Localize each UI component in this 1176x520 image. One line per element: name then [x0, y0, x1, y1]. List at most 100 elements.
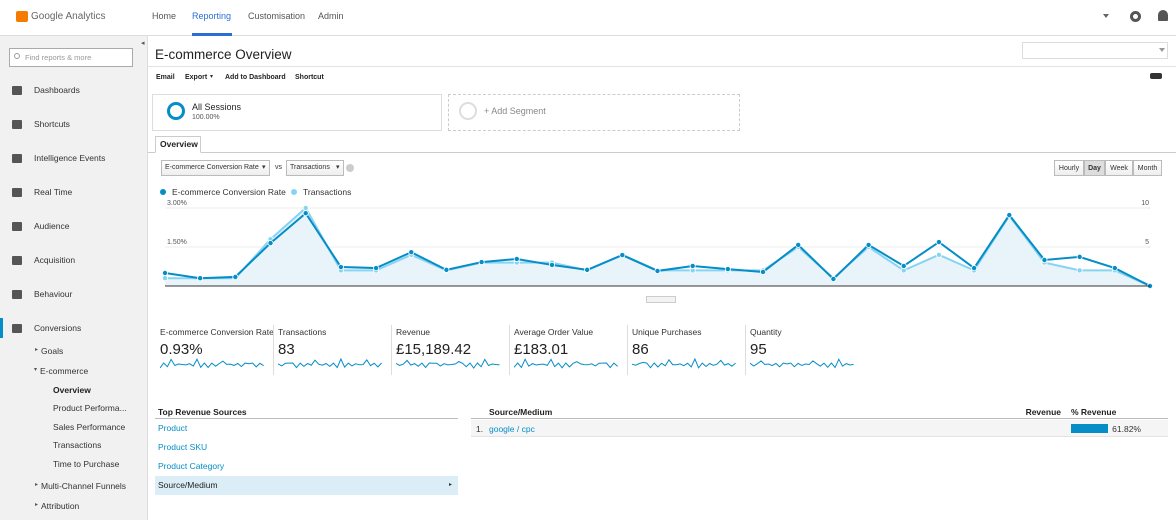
- sidebar-subitem[interactable]: Multi-Channel Funnels: [41, 481, 127, 491]
- sparkline-path: [514, 358, 618, 369]
- sidebar-item[interactable]: Real Time: [34, 187, 73, 197]
- segment-pct: 100.00%: [192, 114, 220, 121]
- legend-swatch: [160, 189, 166, 195]
- sparkline-path: [396, 358, 500, 369]
- point: [337, 264, 344, 271]
- point: [408, 249, 415, 256]
- scorecard-label: Unique Purchases: [632, 327, 702, 337]
- granularity-button[interactable]: [1105, 160, 1133, 176]
- sidebar-item[interactable]: Intelligence Events: [34, 153, 106, 163]
- scorecard-label: Transactions: [278, 327, 327, 337]
- source-link[interactable]: Product SKU: [158, 442, 208, 452]
- scorecard-separator: [273, 325, 274, 375]
- point: [267, 240, 274, 247]
- sidebar-item[interactable]: Conversions: [34, 323, 82, 333]
- granularity-button[interactable]: [1084, 160, 1105, 176]
- action[interactable]: Shortcut: [295, 74, 324, 81]
- row-source[interactable]: google / cpc: [489, 424, 535, 434]
- nav-icon: [12, 154, 22, 163]
- table-row: [471, 420, 1168, 437]
- metric-select[interactable]: [161, 160, 270, 176]
- legend-swatch: [291, 189, 297, 195]
- nav-icon: [12, 86, 22, 95]
- sidebar-item[interactable]: Shortcuts: [34, 119, 70, 129]
- segment-add[interactable]: [448, 94, 740, 131]
- granularity-button[interactable]: [1133, 160, 1162, 176]
- scorecard-value: 83: [278, 341, 295, 358]
- point: [760, 268, 767, 275]
- point: [1006, 212, 1013, 219]
- scorecard-value: £15,189.42: [396, 341, 472, 358]
- source-link[interactable]: Source/Medium: [158, 480, 218, 490]
- nav-icon: [12, 324, 22, 333]
- nav-icon: [12, 188, 22, 197]
- source-link[interactable]: Product: [158, 423, 188, 433]
- sidebar-subitem[interactable]: Transactions: [53, 440, 102, 450]
- chart-toggle[interactable]: [646, 296, 676, 303]
- legend-label: Transactions: [303, 187, 351, 197]
- sidebar-item[interactable]: Dashboards: [34, 85, 80, 95]
- nav-item[interactable]: Home: [152, 11, 177, 21]
- point: [900, 262, 907, 269]
- divider: [471, 418, 1168, 419]
- y-tick-label: 3.00%: [167, 200, 187, 207]
- area: [165, 208, 1150, 286]
- education-icon[interactable]: [1150, 73, 1162, 79]
- divider: [155, 418, 458, 419]
- sparkline: [750, 358, 854, 369]
- collapse-arrow[interactable]: ◂: [141, 40, 145, 47]
- nav-item[interactable]: Customisation: [248, 11, 306, 21]
- tree-arrow: ▸: [35, 502, 39, 508]
- sidebar-subitem[interactable]: Sales Performance: [53, 422, 126, 432]
- sidebar-item[interactable]: Behaviour: [34, 289, 73, 299]
- action[interactable]: Add to Dashboard: [225, 74, 286, 81]
- sparkline-path: [750, 358, 854, 369]
- point: [830, 275, 837, 282]
- date-picker[interactable]: [1022, 42, 1168, 59]
- dropdown-icon[interactable]: [1103, 14, 1109, 18]
- granularity-button[interactable]: [1054, 160, 1084, 176]
- tab[interactable]: [155, 136, 201, 153]
- remove-metric[interactable]: [346, 164, 354, 172]
- logo: [16, 11, 28, 22]
- action[interactable]: Email: [156, 74, 175, 81]
- selected-source: [155, 476, 458, 495]
- nav-item[interactable]: Admin: [318, 11, 344, 21]
- point: [654, 267, 661, 274]
- source-link[interactable]: Product Category: [158, 461, 225, 471]
- segment-active[interactable]: [152, 94, 442, 131]
- settings-icon[interactable]: [1130, 11, 1141, 22]
- sidebar-item[interactable]: Audience: [34, 221, 70, 231]
- point: [584, 266, 591, 273]
- sidebar-subitem[interactable]: Goals: [41, 346, 64, 356]
- point: [197, 275, 204, 282]
- sidebar-subitem[interactable]: E-commerce: [40, 366, 89, 376]
- point: [232, 273, 239, 280]
- segment-ring-empty: [459, 102, 477, 120]
- point: [935, 239, 942, 246]
- report-title: E-commerce Overview: [155, 47, 292, 62]
- action[interactable]: Export: [185, 74, 208, 81]
- search-box[interactable]: [9, 48, 133, 67]
- divider: [148, 66, 1176, 67]
- scorecard-label: Average Order Value: [514, 327, 594, 337]
- sidebar-subitem[interactable]: Overview: [53, 385, 91, 395]
- section-title: Top Revenue Sources: [158, 407, 247, 417]
- sidebar-item[interactable]: Acquisition: [34, 255, 76, 265]
- metric-primary: E-commerce Conversion Rate: [165, 164, 259, 171]
- point: [619, 252, 626, 259]
- date-arrow: [1159, 48, 1165, 52]
- notifications-icon[interactable]: [1158, 10, 1168, 21]
- sidebar-subitem[interactable]: Time to Purchase: [53, 459, 120, 469]
- metric-select[interactable]: [286, 160, 344, 176]
- sidebar-subitem[interactable]: Product Performa...: [53, 403, 127, 413]
- sidebar-subitem[interactable]: Attribution: [41, 501, 80, 511]
- tree-arrow: ▸: [35, 347, 39, 353]
- point: [443, 266, 450, 273]
- nav-item[interactable]: Reporting: [192, 11, 232, 21]
- point: [1041, 257, 1048, 264]
- point: [478, 259, 485, 266]
- select-arrow: ▾: [336, 164, 340, 171]
- table-header: Source/Medium: [489, 407, 553, 417]
- scorecard-separator: [509, 325, 510, 375]
